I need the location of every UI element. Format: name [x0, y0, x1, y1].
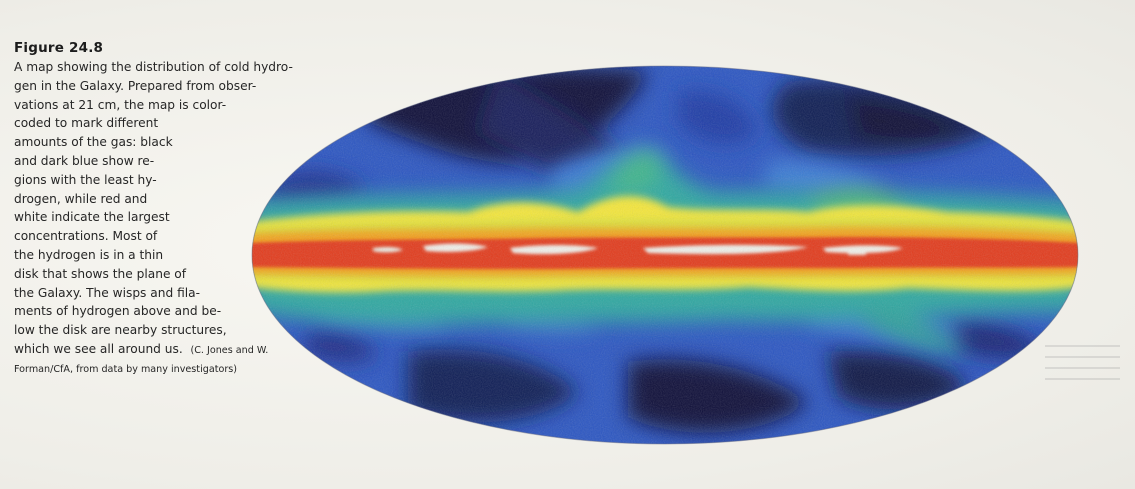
- bleed-through-text: [1045, 345, 1120, 405]
- map-fill: [252, 66, 1078, 444]
- caption-line: gions with the least hy-: [14, 172, 157, 187]
- caption-line: amounts of the gas: black: [14, 135, 173, 150]
- caption-line: drogen, while red and: [14, 191, 148, 206]
- caption-line: white indicate the largest: [14, 210, 170, 225]
- caption-line: gen in the Galaxy. Prepared from obser-: [14, 78, 257, 93]
- figure-label: Figure 24.8: [14, 40, 104, 56]
- caption-line: low the disk are nearby structures,: [14, 323, 227, 338]
- caption-line: ments of hydrogen above and be-: [14, 304, 222, 319]
- caption-line: and dark blue show re-: [14, 153, 155, 168]
- caption-text: which we see all around us.: [14, 341, 183, 356]
- caption-line-with-credit: which we see all around us. (C. Jones an…: [14, 340, 359, 361]
- caption-line: concentrations. Most of: [14, 229, 158, 244]
- caption-line: vations at 21 cm, the map is color-: [14, 97, 227, 112]
- figure-credit-line-2: Forman/CfA, from data by many investigat…: [14, 363, 238, 375]
- all-sky-map-svg: [251, 65, 1079, 445]
- figure-credit: (C. Jones and W.: [190, 344, 269, 356]
- caption-line: coded to mark different: [14, 116, 159, 131]
- caption-line: A map showing the distribution of cold h…: [14, 60, 293, 74]
- caption-line: the hydrogen is in a thin: [14, 247, 164, 262]
- figure-caption: Figure 24.8 A map showing the distributi…: [14, 40, 359, 380]
- caption-line: the Galaxy. The wisps and fila-: [14, 285, 201, 300]
- hydrogen-sky-map: [248, 62, 1082, 448]
- caption-line: disk that shows the plane of: [14, 266, 187, 281]
